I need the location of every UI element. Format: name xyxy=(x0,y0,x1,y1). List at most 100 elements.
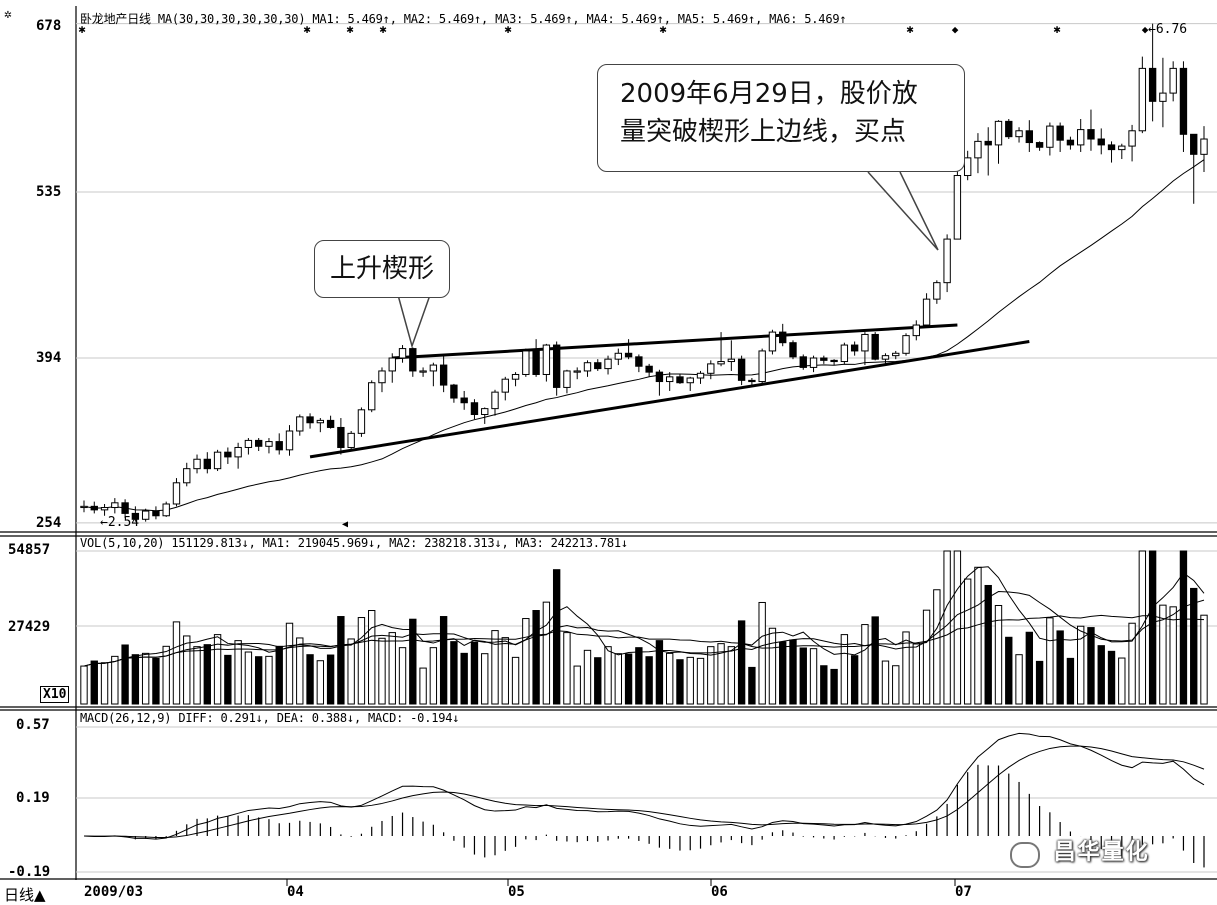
volume-bar xyxy=(111,655,119,705)
settings-icon[interactable]: ✲ xyxy=(4,7,12,22)
candle-body xyxy=(326,419,335,428)
candle-body xyxy=(306,416,314,424)
candle-body xyxy=(892,352,900,357)
volume-bar xyxy=(1190,587,1198,705)
high-price-annotation: ←6.76 xyxy=(1148,22,1188,37)
volume-bar xyxy=(994,604,1003,705)
volume-bar xyxy=(799,647,807,705)
candle-body xyxy=(799,356,807,368)
candle-body xyxy=(1066,139,1075,146)
volume-ma10-line xyxy=(83,591,1205,667)
panel-frames xyxy=(0,6,1217,880)
volume-bar xyxy=(686,656,694,705)
macd-diff-line xyxy=(83,732,1205,840)
candle-body xyxy=(1056,125,1064,141)
breakout-annotation-bubble: 2009年6月29日，股价放 量突破楔形上边线，买点 xyxy=(597,64,965,172)
volume-panel-header: VOL(5,10,20) 151129.813↓, MA1: 219045.96… xyxy=(80,536,628,550)
candle-body xyxy=(491,391,499,410)
volume-bar xyxy=(594,657,602,705)
candle-body xyxy=(316,419,325,424)
volume-bar xyxy=(645,656,653,705)
volume-bar xyxy=(532,610,540,705)
candle-body xyxy=(121,502,129,514)
volume-bar xyxy=(635,647,643,705)
volume-bar xyxy=(347,638,355,705)
candle-body xyxy=(481,408,489,416)
candle-body xyxy=(368,382,376,411)
volume-bar xyxy=(326,654,335,705)
candle-body xyxy=(779,331,787,344)
price-axis-label: 254 xyxy=(36,515,62,531)
volume-bar xyxy=(254,656,263,705)
candle-body xyxy=(1015,130,1023,138)
volume-bar xyxy=(1107,650,1116,705)
volume-bar xyxy=(213,634,222,705)
volume-bar xyxy=(758,601,766,705)
period-selector-button[interactable]: 日线▲ xyxy=(4,886,46,904)
volume-unit-label: X10 xyxy=(40,686,70,703)
candle-body xyxy=(1077,129,1085,146)
wechat-icon xyxy=(1010,841,1040,868)
candle-body xyxy=(357,409,366,434)
volume-bar xyxy=(737,620,746,705)
macd-dea-line xyxy=(83,745,1205,839)
volume-bar xyxy=(850,655,859,705)
candle-body xyxy=(707,363,715,374)
event-marker-star: ✱ xyxy=(346,22,353,36)
volume-bar xyxy=(727,646,736,705)
price-axis-label: 394 xyxy=(36,350,62,366)
volume-bar xyxy=(655,640,664,705)
volume-bar xyxy=(933,589,941,705)
candle-body xyxy=(254,439,263,447)
volume-bar xyxy=(470,641,479,705)
scroll-left-icon[interactable]: ◀ xyxy=(342,519,349,530)
volume-bar xyxy=(666,652,674,705)
candle-body xyxy=(820,357,828,361)
volume-bar xyxy=(481,653,489,705)
candle-body xyxy=(213,451,222,470)
price-axis-label: 678 xyxy=(36,18,62,34)
candle-body xyxy=(1107,144,1116,151)
candle-body xyxy=(90,505,98,511)
volume-bar xyxy=(1015,654,1023,705)
ma1-value: MA1: 5.469↑ xyxy=(312,12,390,26)
volume-bar xyxy=(224,654,232,705)
volume-bar xyxy=(265,655,273,705)
candle-body xyxy=(861,333,869,352)
volume-bar xyxy=(378,637,386,705)
volume-ma20-line xyxy=(83,614,1205,667)
volume-bar xyxy=(583,649,592,705)
ma5-value: MA5: 5.469↑ xyxy=(677,12,756,26)
candle-body xyxy=(532,350,540,375)
volume-axis-label: 54857 xyxy=(8,542,51,558)
volume-bar xyxy=(552,569,561,705)
candle-body xyxy=(645,365,653,373)
candle-body xyxy=(162,503,170,517)
candle-body xyxy=(583,362,592,372)
volume-bar xyxy=(1118,657,1126,705)
volume-bar xyxy=(172,621,181,705)
volume-bar xyxy=(676,659,684,705)
volume-bar xyxy=(90,660,98,705)
candle-body xyxy=(984,140,992,146)
candle-body xyxy=(265,441,273,447)
event-marker-star: ✱ xyxy=(379,22,386,36)
macd-axis-label: -0.19 xyxy=(8,864,51,880)
candle-body xyxy=(696,372,705,379)
candle-body xyxy=(224,451,232,458)
candle-body xyxy=(922,298,931,326)
candle-body xyxy=(933,282,941,300)
low-price-annotation: ←2.54 xyxy=(100,515,140,530)
wedge-annotation-bubble: 上升楔形 xyxy=(314,240,450,298)
candle-body xyxy=(994,120,1003,146)
wedge-lower-trendline xyxy=(309,340,1030,459)
candle-body xyxy=(1179,67,1188,135)
candle-body xyxy=(727,358,736,363)
volume-bar xyxy=(388,632,396,705)
event-marker-star: ✱ xyxy=(303,22,310,36)
macd-axis-label: 0.57 xyxy=(16,717,50,733)
volume-bars xyxy=(80,550,1208,705)
volume-bar xyxy=(203,644,211,705)
volume-bar xyxy=(368,610,376,705)
candle-body xyxy=(234,446,242,458)
